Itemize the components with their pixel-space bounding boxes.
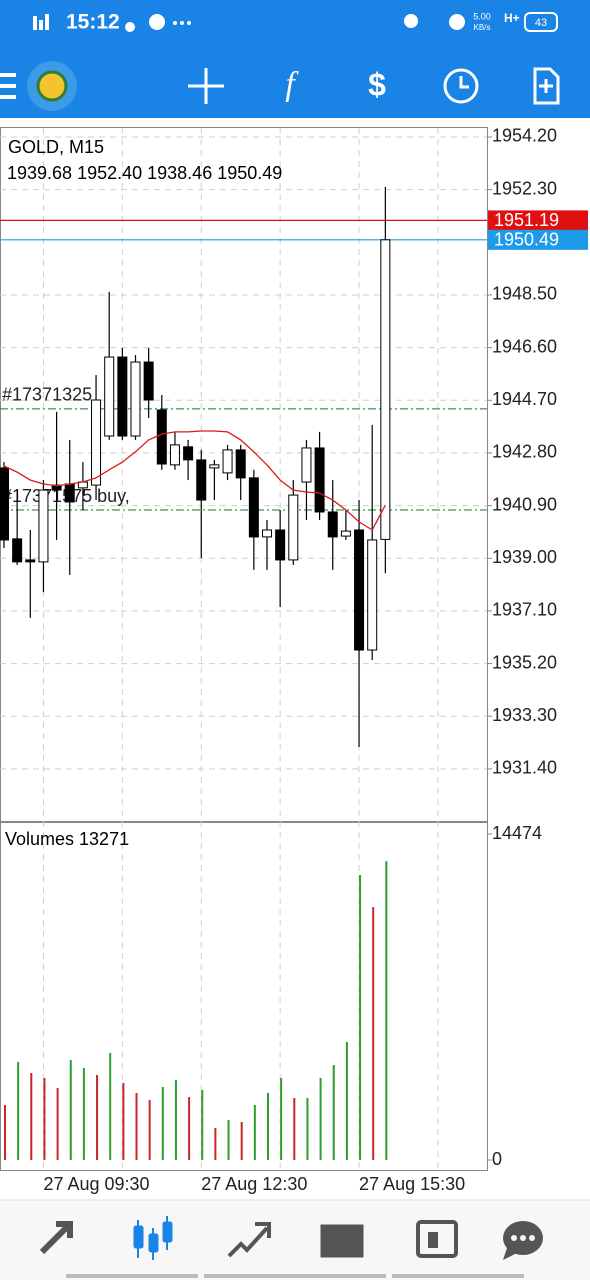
x-tick-label: 27 Aug 12:30	[201, 1174, 307, 1194]
plot: 1954.20 1952.30 1948.50 1946.60 1944.70 1942.…	[0, 126, 588, 1194]
candle-body	[143, 361, 154, 401]
chart-tab[interactable]	[133, 1216, 173, 1260]
candle-body	[262, 529, 272, 538]
candle-body	[130, 361, 141, 437]
history-tab[interactable]	[320, 1224, 364, 1258]
y-tick-label: 1937.10	[492, 600, 557, 620]
y-tick-label: 1944.70	[492, 389, 557, 409]
alarm-icon	[149, 14, 165, 30]
price-label-bg	[488, 210, 588, 231]
candle-body	[288, 494, 299, 561]
y-tick-label: 1942.80	[492, 442, 557, 462]
price-label: 1950.49	[494, 230, 559, 250]
alarm-icon	[449, 14, 465, 30]
network-type: H+	[504, 11, 520, 25]
candle-body	[38, 489, 49, 563]
candle-body	[51, 484, 62, 491]
candle-body	[301, 447, 312, 483]
battery-icon	[524, 12, 558, 32]
nav-icons	[39, 1216, 543, 1260]
candle-body	[340, 530, 351, 537]
candle-body	[91, 399, 102, 486]
candle-body	[0, 467, 9, 541]
candle-body	[248, 477, 259, 538]
candle-body	[196, 459, 207, 501]
location-icon	[404, 14, 418, 28]
y-tick-label: 1939.00	[492, 547, 557, 567]
candle-body	[354, 529, 365, 651]
price-label: 1951.19	[494, 210, 559, 230]
candle-body	[25, 559, 36, 563]
signal-icon	[33, 16, 37, 30]
period-button[interactable]	[443, 68, 479, 104]
y-tick-label: 1931.40	[492, 758, 557, 778]
y-tick-label: 1933.30	[492, 705, 557, 725]
music-icon	[125, 22, 135, 32]
volume-panel	[0, 822, 488, 1171]
y-tick-label: 0	[492, 1149, 502, 1169]
dots	[180, 21, 184, 25]
y-tick-label: 1946.60	[492, 336, 557, 356]
candle-body	[104, 356, 115, 437]
price-label-bg	[488, 229, 588, 250]
candle-body	[117, 356, 128, 437]
candle-body	[314, 447, 325, 513]
signal-icon	[45, 14, 49, 30]
trade-button[interactable]: $	[368, 66, 386, 102]
status-icons	[33, 12, 558, 32]
news-tab[interactable]	[416, 1220, 458, 1258]
candle-body	[327, 511, 338, 538]
candle-body	[222, 449, 233, 474]
candle-body	[156, 409, 167, 465]
quotes-tab[interactable]	[39, 1221, 73, 1255]
candle-body	[235, 449, 246, 479]
y-tick-label: 1935.20	[492, 652, 557, 672]
candle-body	[209, 464, 220, 469]
candle-body	[64, 483, 75, 503]
y-tick-label: 1940.90	[492, 494, 557, 514]
clock: 15:12	[66, 11, 120, 34]
menu-button[interactable]	[0, 73, 16, 99]
candle-body	[275, 529, 286, 561]
y-tick-label: 1954.20	[492, 126, 557, 146]
dots	[173, 21, 177, 25]
x-tick-label: 27 Aug 15:30	[359, 1174, 465, 1194]
x-tick-label: 27 Aug 09:30	[43, 1174, 149, 1194]
candle-body	[12, 538, 23, 563]
bottom-nav	[0, 1200, 590, 1280]
net-speed-unit: KB/s	[474, 23, 491, 32]
toolbar: f $	[0, 61, 560, 111]
moving-average	[3, 430, 386, 531]
objects-button[interactable]	[533, 67, 560, 105]
y-tick-label: 1948.50	[492, 284, 557, 304]
battery-level: 43	[535, 17, 547, 29]
ohlc-readout: 1939.68 1952.40 1938.46 1950.49	[7, 163, 282, 183]
trade-tab[interactable]	[227, 1222, 271, 1258]
net-speed: 5.00	[473, 11, 491, 21]
candle-body	[169, 444, 180, 466]
candle-body	[183, 446, 194, 461]
candle-body	[380, 239, 391, 540]
y-tick-label: 1952.30	[492, 178, 557, 198]
y-tick-label: 14474	[492, 823, 542, 843]
volume-title: Volumes 13271	[5, 829, 129, 849]
order-label: #17371325	[2, 385, 92, 405]
signal-icon	[39, 20, 43, 30]
app-bar	[0, 0, 590, 118]
dots	[187, 21, 191, 25]
chart-title: GOLD, M15	[8, 137, 104, 157]
candle-body	[367, 539, 378, 651]
app-logo-inner	[36, 70, 68, 102]
crosshair-button[interactable]	[188, 68, 224, 104]
